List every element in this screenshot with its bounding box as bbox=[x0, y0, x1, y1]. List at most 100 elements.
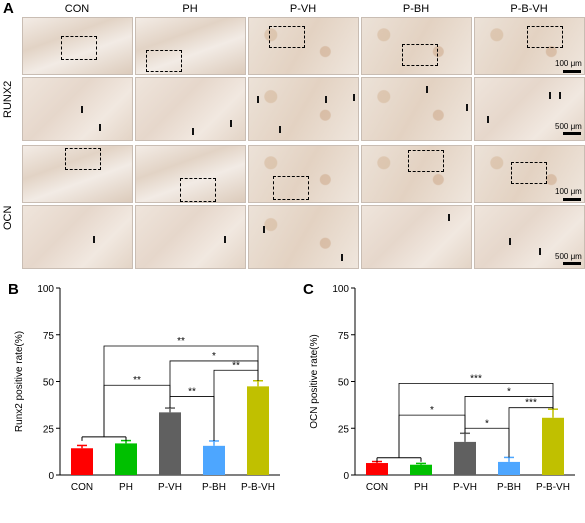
bar-p-bh bbox=[498, 461, 520, 475]
column-label-ph: PH bbox=[182, 3, 198, 15]
zoom-region-box bbox=[180, 178, 216, 202]
scale-label-100um: 100 μm bbox=[555, 59, 582, 68]
bar-p-vh bbox=[159, 412, 181, 475]
chart-c: C 0 25 50 75 100 OCN positive rate(%) CON PH P-VH… bbox=[303, 281, 575, 493]
bar-p-bh bbox=[203, 445, 225, 475]
significance-label: * bbox=[485, 418, 489, 429]
significance-bracket bbox=[464, 427, 510, 458]
significance-label: * bbox=[430, 405, 434, 416]
x-tick-label: PH bbox=[119, 482, 133, 493]
x-tick-label: P-BH bbox=[497, 482, 521, 493]
runx2-ph-overview bbox=[135, 17, 246, 75]
positive-cell-marker bbox=[263, 226, 265, 233]
runx2-p-vh-zoom bbox=[248, 77, 359, 141]
scale-label-500um: 500 μm bbox=[555, 122, 582, 131]
ocn-ph-overview bbox=[135, 145, 246, 203]
bar-p-vh bbox=[454, 441, 476, 475]
runx2-ph-zoom bbox=[135, 77, 246, 141]
runx2-p-b-vh-zoom: 500 μm bbox=[474, 77, 585, 141]
scale-bar-500um bbox=[563, 262, 581, 265]
ocn-p-vh-overview bbox=[248, 145, 359, 203]
runx2-p-bh-overview bbox=[361, 17, 472, 75]
bar-ph bbox=[115, 443, 137, 475]
runx2-con-zoom bbox=[22, 77, 133, 141]
positive-cell-marker bbox=[224, 236, 226, 243]
positive-cell-marker bbox=[99, 124, 101, 131]
panel-letter: C bbox=[303, 281, 314, 298]
bar-ph bbox=[410, 464, 432, 475]
positive-cell-marker bbox=[549, 92, 551, 99]
column-label-p-bh: P-BH bbox=[402, 3, 430, 15]
significance-label: ** bbox=[188, 386, 196, 397]
bar-con bbox=[71, 448, 93, 475]
significance-label: ** bbox=[232, 360, 240, 371]
zoom-region-box bbox=[65, 148, 101, 170]
positive-cell-marker bbox=[81, 106, 83, 113]
ocn-ph-zoom bbox=[135, 205, 246, 269]
positive-cell-marker bbox=[559, 92, 561, 99]
scale-bar-100um bbox=[563, 70, 581, 73]
column-label-p-b-vh: P-B-VH bbox=[510, 3, 548, 15]
x-tick-label: P-B-VH bbox=[536, 482, 570, 493]
row-label-ocn: OCN bbox=[2, 205, 14, 230]
positive-cell-marker bbox=[353, 94, 355, 101]
ocn-p-b-vh-overview: 100 μm bbox=[474, 145, 585, 203]
positive-cell-marker bbox=[539, 248, 541, 255]
scale-label-100um: 100 μm bbox=[555, 187, 582, 196]
zoom-region-box bbox=[273, 176, 309, 200]
zoom-region-box bbox=[402, 44, 438, 66]
ocn-con-zoom bbox=[22, 205, 133, 269]
positive-cell-marker bbox=[448, 214, 450, 221]
positive-cell-marker bbox=[341, 254, 343, 261]
x-tick-label: CON bbox=[71, 482, 93, 493]
runx2-p-vh-overview bbox=[248, 17, 359, 75]
zoom-region-box bbox=[511, 162, 547, 184]
y-tick-label: 25 bbox=[43, 424, 55, 435]
significance-label: *** bbox=[525, 398, 537, 409]
significance-bracket bbox=[169, 396, 215, 441]
row-label-runx2: RUNX2 bbox=[2, 80, 14, 118]
significance-bracket bbox=[398, 414, 466, 458]
panel-letter: B bbox=[8, 281, 19, 298]
significance-label: *** bbox=[470, 373, 482, 384]
column-label-p-vh: P-VH bbox=[289, 3, 317, 15]
y-axis-label: Runx2 positive rate(%) bbox=[14, 331, 25, 432]
x-tick-label: P-VH bbox=[453, 482, 477, 493]
runx2-p-bh-zoom bbox=[361, 77, 472, 141]
y-tick-label: 0 bbox=[48, 471, 54, 482]
x-tick-label: PH bbox=[414, 482, 428, 493]
column-label-con: CON bbox=[64, 3, 90, 15]
x-tick-label: P-BH bbox=[202, 482, 226, 493]
positive-cell-marker bbox=[466, 104, 468, 111]
bar-con bbox=[366, 463, 388, 475]
zoom-region-box bbox=[527, 26, 563, 48]
scale-bar-100um bbox=[563, 198, 581, 201]
ocn-p-vh-zoom bbox=[248, 205, 359, 269]
positive-cell-marker bbox=[93, 236, 95, 243]
positive-cell-marker bbox=[192, 128, 194, 135]
significance-label: * bbox=[212, 351, 216, 362]
ocn-p-bh-overview bbox=[361, 145, 472, 203]
positive-cell-marker bbox=[230, 120, 232, 127]
positive-cell-marker bbox=[325, 96, 327, 103]
bar-p-b-vh bbox=[247, 386, 269, 475]
y-tick-label: 100 bbox=[332, 284, 349, 295]
bar-p-b-vh bbox=[542, 417, 564, 475]
x-tick-label: CON bbox=[366, 482, 388, 493]
y-axis-label: OCN positive rate(%) bbox=[309, 334, 320, 428]
y-tick-label: 0 bbox=[343, 471, 349, 482]
positive-cell-marker bbox=[509, 238, 511, 245]
zoom-region-box bbox=[61, 36, 97, 60]
zoom-region-box bbox=[269, 26, 305, 48]
positive-cell-marker bbox=[279, 126, 281, 133]
panel-a-letter: A bbox=[3, 0, 14, 17]
runx2-p-b-vh-overview: 100 μm bbox=[474, 17, 585, 75]
ocn-p-bh-zoom bbox=[361, 205, 472, 269]
y-tick-label: 50 bbox=[338, 378, 350, 389]
x-tick-label: P-B-VH bbox=[241, 482, 275, 493]
x-tick-label: P-VH bbox=[158, 482, 182, 493]
positive-cell-marker bbox=[426, 86, 428, 93]
y-tick-label: 25 bbox=[338, 424, 350, 435]
positive-cell-marker bbox=[257, 96, 259, 103]
y-tick-label: 100 bbox=[37, 284, 54, 295]
